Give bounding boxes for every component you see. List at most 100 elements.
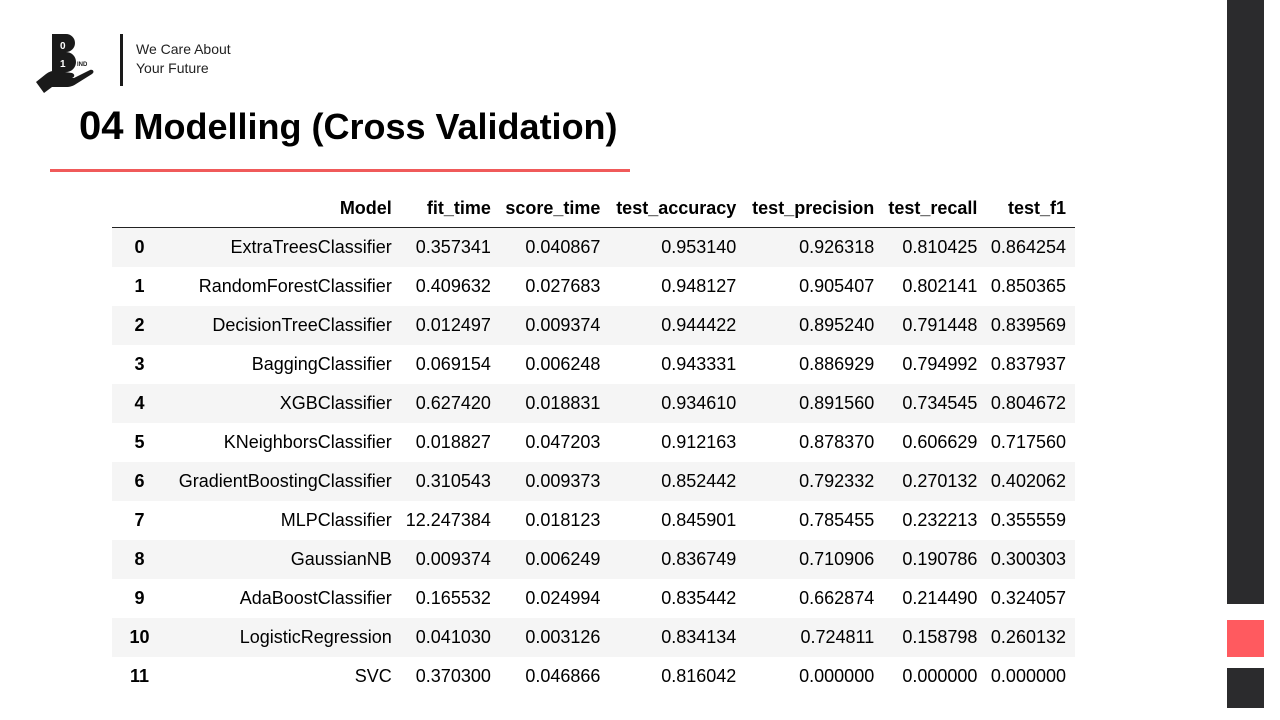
test-precision-cell: 0.662874 (799, 588, 875, 608)
model-name-cell: RandomForestClassifier (198, 276, 392, 296)
table-row: 1 RandomForestClassifier 0.409632 0.027683 0… (112, 267, 1075, 306)
test-accuracy-cell: 0.948127 (661, 276, 737, 296)
brand-tagline: We Care About Your Future (136, 40, 231, 78)
model-name-cell: DecisionTreeClassifier (212, 315, 392, 335)
model-name-cell: LogisticRegression (239, 627, 392, 647)
row-index-cell: 8 (134, 549, 145, 569)
test-f1-cell: 0.717560 (990, 432, 1066, 452)
test-recall-cell: 0.232213 (902, 510, 978, 530)
slide-title: 04 Modelling (Cross Validation) (79, 104, 618, 149)
header-fit-time: fit_time (400, 190, 500, 228)
test-precision-cell: 0.710906 (799, 549, 875, 569)
fit-time-cell: 0.012497 (415, 315, 491, 335)
logo-small-text: IND (77, 62, 88, 68)
test-precision-cell: 0.785455 (799, 510, 875, 530)
test-f1-cell: 0.850365 (990, 276, 1066, 296)
slide-number: 04 (79, 104, 124, 148)
test-accuracy-cell: 0.835442 (661, 588, 737, 608)
table-row: 3 BaggingClassifier 0.069154 0.006248 0.9433… (112, 345, 1075, 384)
table-row: 5 KNeighborsClassifier 0.018827 0.047203 0.9… (112, 423, 1075, 462)
test-precision-cell: 0.878370 (799, 432, 875, 452)
test-recall-cell: 0.190786 (902, 549, 978, 569)
test-f1-cell: 0.300303 (990, 549, 1066, 569)
row-index-cell: 11 (129, 666, 150, 686)
tagline-line-1: We Care About (136, 41, 231, 57)
table-row: 0 ExtraTreesClassifier 0.357341 0.040867 0.9… (112, 227, 1075, 267)
model-name-cell: GaussianNB (290, 549, 392, 569)
table-body: 0 ExtraTreesClassifier 0.357341 0.040867 0.9… (112, 227, 1075, 697)
fit-time-cell: 0.310543 (415, 471, 491, 491)
header-index (112, 190, 167, 228)
fit-time-cell: 0.409632 (415, 276, 491, 296)
row-index-cell: 9 (134, 588, 145, 608)
table-row: 11 SVC 0.370300 0.046866 0.816042 0.000000 0.0… (112, 657, 1075, 696)
table-row: 8 GaussianNB 0.009374 0.006249 0.836749 0.710… (112, 540, 1075, 579)
sidebar-dark-block (1227, 668, 1264, 708)
row-index-cell: 2 (134, 315, 145, 335)
test-recall-cell: 0.810425 (902, 237, 978, 257)
company-logo: 0 1 IND (36, 34, 94, 93)
score-time-cell: 0.046866 (525, 666, 601, 686)
score-time-cell: 0.018123 (525, 510, 601, 530)
test-recall-cell: 0.606629 (902, 432, 978, 452)
table-row: 4 XGBClassifier 0.627420 0.018831 0.934610 0.… (112, 384, 1075, 423)
header-test-precision: test_precision (745, 190, 884, 228)
test-precision-cell: 0.792332 (799, 471, 875, 491)
slide-title-text: Modelling (Cross Validation) (133, 106, 618, 147)
fit-time-cell: 0.069154 (415, 354, 491, 374)
fit-time-cell: 0.009374 (415, 549, 491, 569)
sidebar-red-block (1227, 620, 1264, 657)
row-index-cell: 1 (134, 276, 145, 296)
test-accuracy-cell: 0.953140 (661, 237, 737, 257)
test-precision-cell: 0.891560 (799, 393, 875, 413)
logo-digit-top: 0 (60, 41, 66, 52)
test-recall-cell: 0.158798 (902, 627, 978, 647)
header-test-f1: test_f1 (986, 190, 1075, 228)
row-index-cell: 0 (134, 237, 145, 257)
fit-time-cell: 0.018827 (415, 432, 491, 452)
header-test-recall: test_recall (883, 190, 987, 228)
row-index-cell: 6 (134, 471, 145, 491)
test-accuracy-cell: 0.834134 (661, 627, 737, 647)
test-accuracy-cell: 0.912163 (661, 432, 737, 452)
test-f1-cell: 0.804672 (990, 393, 1066, 413)
score-time-cell: 0.006248 (525, 354, 601, 374)
table-row: 6 GradientBoostingClassifier 0.310543 0.009… (112, 462, 1075, 501)
model-name-cell: SVC (354, 666, 392, 686)
score-time-cell: 0.006249 (525, 549, 601, 569)
row-index-cell: 10 (129, 627, 150, 647)
fit-time-cell: 12.247384 (405, 510, 491, 530)
header-test-accuracy: test_accuracy (609, 190, 746, 228)
test-f1-cell: 0.864254 (990, 237, 1066, 257)
model-name-cell: XGBClassifier (279, 393, 392, 413)
score-time-cell: 0.027683 (525, 276, 601, 296)
test-recall-cell: 0.734545 (902, 393, 978, 413)
table-row: 7 MLPClassifier 12.247384 0.018123 0.845901 0… (112, 501, 1075, 540)
model-name-cell: GradientBoostingClassifier (178, 471, 392, 491)
test-accuracy-cell: 0.845901 (661, 510, 737, 530)
header-score-time: score_time (499, 190, 610, 228)
test-recall-cell: 0.270132 (902, 471, 978, 491)
logo-digit-mid: 1 (60, 59, 66, 70)
score-time-cell: 0.018831 (525, 393, 601, 413)
table-row: 9 AdaBoostClassifier 0.165532 0.024994 0.835… (112, 579, 1075, 618)
logo-letter-block: 0 1 IND (52, 34, 88, 72)
test-recall-cell: 0.000000 (902, 666, 978, 686)
test-precision-cell: 0.724811 (800, 627, 875, 647)
test-f1-cell: 0.000000 (990, 666, 1066, 686)
header-model: Model (167, 190, 401, 228)
test-recall-cell: 0.794992 (902, 354, 978, 374)
test-recall-cell: 0.802141 (902, 276, 978, 296)
cv-results-table: Model fit_time score_time test_accuracy … (112, 190, 1075, 696)
row-index-cell: 5 (134, 432, 145, 452)
test-accuracy-cell: 0.836749 (661, 549, 737, 569)
test-recall-cell: 0.791448 (902, 315, 978, 335)
row-index-cell: 3 (134, 354, 145, 374)
header-divider (120, 34, 123, 86)
test-f1-cell: 0.355559 (990, 510, 1066, 530)
test-precision-cell: 0.905407 (799, 276, 875, 296)
test-accuracy-cell: 0.934610 (661, 393, 737, 413)
hand-icon (36, 69, 94, 93)
score-time-cell: 0.047203 (525, 432, 601, 452)
fit-time-cell: 0.357341 (415, 237, 491, 257)
